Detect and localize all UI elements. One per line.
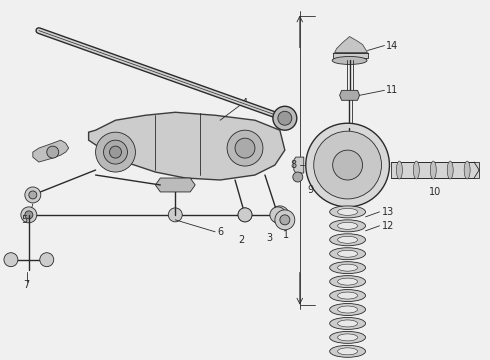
Ellipse shape [330,303,366,315]
Text: 11: 11 [387,85,399,95]
Circle shape [314,131,382,199]
Ellipse shape [330,220,366,232]
Circle shape [47,146,59,158]
Circle shape [227,130,263,166]
Circle shape [270,207,286,223]
Polygon shape [340,90,360,100]
Circle shape [40,253,54,267]
Text: 1: 1 [283,230,289,240]
Circle shape [293,172,303,182]
Ellipse shape [330,332,366,343]
Ellipse shape [330,318,366,329]
Ellipse shape [447,161,453,179]
Text: 10: 10 [429,187,441,197]
Polygon shape [294,157,304,173]
Circle shape [238,208,252,222]
Text: 8: 8 [291,160,297,170]
Ellipse shape [338,264,358,271]
Circle shape [29,191,37,199]
Circle shape [96,132,135,172]
Ellipse shape [330,206,366,218]
Circle shape [273,106,297,130]
Circle shape [238,208,252,222]
Ellipse shape [330,248,366,260]
Text: 4: 4 [242,98,248,108]
Ellipse shape [330,276,366,288]
Ellipse shape [330,234,366,246]
Circle shape [21,207,37,223]
Circle shape [333,150,363,180]
Text: 6: 6 [217,227,223,237]
Text: 14: 14 [387,41,399,50]
Ellipse shape [338,348,358,355]
Circle shape [278,111,292,125]
Ellipse shape [338,250,358,257]
Polygon shape [335,37,368,53]
Text: 9: 9 [308,185,314,195]
Text: 5: 5 [21,215,27,225]
Ellipse shape [338,208,358,215]
Ellipse shape [338,334,358,341]
Ellipse shape [338,292,358,299]
Ellipse shape [338,222,358,229]
Text: 13: 13 [382,207,394,217]
Circle shape [280,215,290,225]
Polygon shape [89,112,285,180]
Polygon shape [33,140,69,162]
Ellipse shape [330,289,366,302]
Polygon shape [155,178,195,192]
Circle shape [4,253,18,267]
Ellipse shape [464,161,470,179]
Polygon shape [333,54,368,58]
Text: 12: 12 [382,221,394,231]
Polygon shape [392,162,479,178]
Circle shape [25,211,33,219]
Ellipse shape [330,262,366,274]
Ellipse shape [330,345,366,357]
Circle shape [271,206,289,224]
Circle shape [275,210,295,230]
Circle shape [168,208,182,222]
Ellipse shape [414,161,419,179]
Ellipse shape [338,306,358,313]
Text: 2: 2 [238,235,245,245]
Text: 7: 7 [23,280,29,289]
Ellipse shape [332,57,367,64]
Ellipse shape [396,161,402,179]
Circle shape [306,123,390,207]
Circle shape [275,210,285,220]
Ellipse shape [338,236,358,243]
Ellipse shape [338,278,358,285]
Ellipse shape [338,320,358,327]
Circle shape [103,140,127,164]
Circle shape [25,187,41,203]
Ellipse shape [430,161,436,179]
Text: 3: 3 [266,233,272,243]
Circle shape [110,146,122,158]
Circle shape [235,138,255,158]
